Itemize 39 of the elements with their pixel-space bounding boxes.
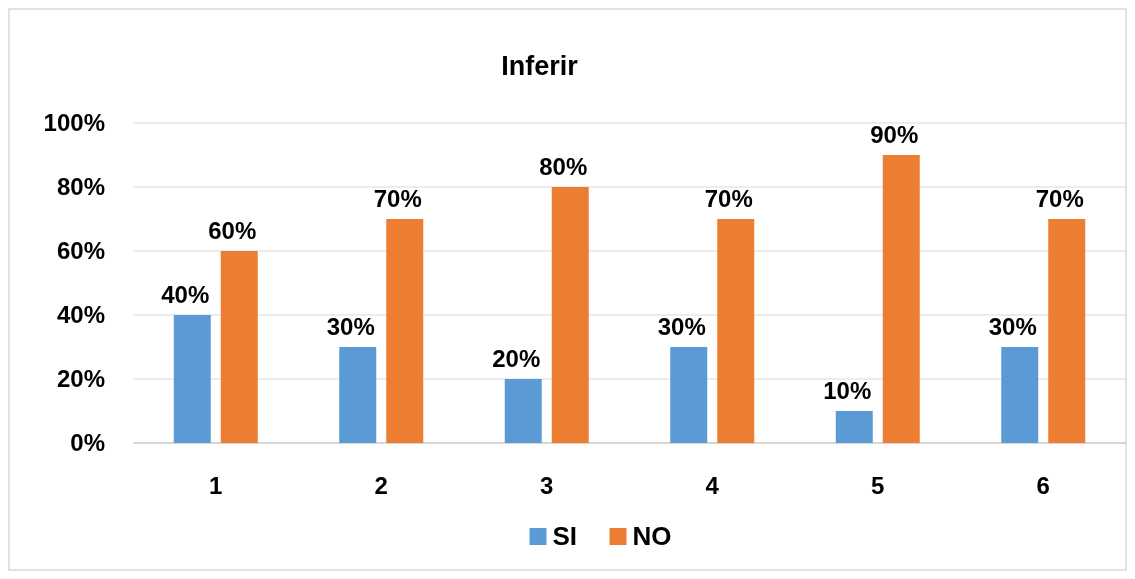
- y-tick-label: 100%: [43, 109, 105, 137]
- bar: [551, 187, 589, 443]
- y-tick-label: 80%: [56, 173, 105, 201]
- y-tick-label: 40%: [56, 301, 105, 329]
- data-label: 30%: [657, 313, 706, 340]
- x-tick-label: 4: [705, 472, 720, 500]
- x-tick-label: 1: [209, 472, 223, 500]
- x-tick-label: 5: [871, 472, 885, 500]
- chart-title: Inferir: [501, 51, 579, 81]
- data-label: 30%: [988, 313, 1037, 340]
- bar: [173, 315, 211, 443]
- legend-label: NO: [632, 521, 672, 552]
- x-tick-label: 3: [540, 472, 554, 500]
- data-label: 70%: [373, 185, 422, 212]
- x-tick-label: 6: [1036, 472, 1050, 500]
- bar: [717, 219, 755, 443]
- data-label: 70%: [704, 185, 753, 212]
- data-label: 60%: [208, 217, 257, 244]
- bar: [386, 219, 424, 443]
- data-label: 10%: [823, 377, 872, 404]
- y-tick-label: 0%: [70, 429, 105, 457]
- y-tick-label: 20%: [56, 365, 105, 393]
- data-label: 20%: [492, 345, 541, 372]
- data-label: 70%: [1035, 185, 1084, 212]
- bar: [1001, 347, 1039, 443]
- y-tick-label: 60%: [56, 237, 105, 265]
- bar: [339, 347, 377, 443]
- bar: [220, 251, 258, 443]
- data-label: 90%: [870, 121, 919, 148]
- x-tick-label: 2: [374, 472, 388, 500]
- bar: [670, 347, 708, 443]
- bar: [835, 411, 873, 443]
- data-label: 40%: [161, 281, 210, 308]
- data-label: 30%: [326, 313, 375, 340]
- bar: [504, 379, 542, 443]
- bar: [1048, 219, 1086, 443]
- data-label: 80%: [539, 153, 588, 180]
- bar: [882, 155, 920, 443]
- legend-label: SI: [552, 521, 578, 552]
